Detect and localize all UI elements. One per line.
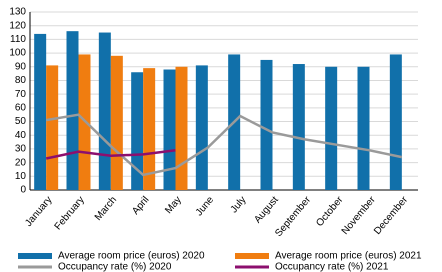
line (45, 149, 176, 160)
y-tick-label: 110 (10, 34, 26, 45)
bar (46, 65, 59, 190)
bar (131, 72, 144, 190)
y-tick-label: 120 (9, 20, 26, 31)
legend-label: Average room price (euros) 2021 (275, 251, 422, 262)
bar (357, 66, 370, 190)
legend-label: Occupancy rate (%) 2020 (58, 262, 172, 272)
bar (66, 31, 79, 190)
bar (110, 55, 123, 190)
x-tick-label: April (130, 195, 151, 217)
y-tick-label: 130 (9, 7, 26, 18)
y-tick-label: 30 (15, 144, 27, 155)
bar (325, 66, 338, 190)
legend-label: Average room price (euros) 2020 (58, 251, 205, 262)
x-tick-label: August (252, 194, 281, 225)
y-tick-label: 10 (15, 171, 27, 182)
bar (163, 69, 176, 190)
bar (98, 32, 111, 191)
legend-swatch (235, 253, 269, 259)
y-tick-label: 60 (15, 102, 27, 113)
line (45, 113, 403, 177)
legend-label: Occupancy rate (%) 2021 (275, 262, 389, 272)
y-tick-label: 80 (15, 75, 27, 86)
y-tick-label: 40 (15, 130, 27, 141)
bar (143, 68, 156, 190)
legend-swatch (18, 253, 52, 259)
bar (175, 66, 188, 190)
x-tick-label: October (314, 194, 346, 229)
y-tick-label: 90 (15, 61, 27, 72)
bar (292, 64, 305, 190)
y-tick-label: 50 (15, 116, 27, 127)
y-tick-label: 70 (15, 89, 27, 100)
x-tick-label: March (93, 195, 119, 223)
bar (34, 33, 47, 191)
bar (195, 65, 208, 190)
bar (389, 54, 402, 191)
y-tick-label: 100 (9, 48, 26, 59)
x-tick-label: June (194, 194, 217, 218)
x-tick-label: December (372, 194, 411, 237)
y-tick-label: 20 (15, 157, 27, 168)
x-tick-label: July (229, 195, 249, 216)
x-tick-label: February (53, 195, 87, 233)
x-tick-label: May (163, 195, 184, 217)
bar (260, 59, 273, 190)
y-tick-label: 0 (20, 185, 26, 196)
x-tick-label: January (23, 195, 54, 229)
